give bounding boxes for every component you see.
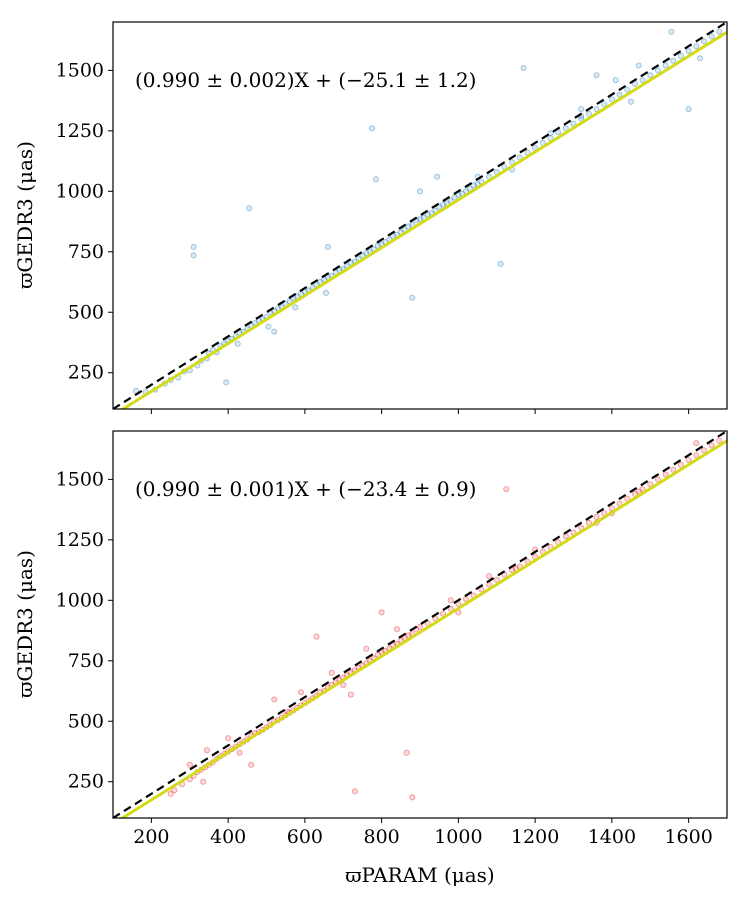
data-point (678, 53, 683, 58)
data-point (410, 795, 415, 800)
y-axis-bottom: 250 500 750 1000 1250 1500 (56, 468, 113, 792)
y-axis-label-bottom: ϖGEDR3 (μas) (13, 550, 37, 698)
data-point (694, 44, 699, 49)
data-point (709, 34, 714, 39)
x-tick-label: 600 (287, 826, 323, 848)
data-point (364, 646, 369, 651)
y-tick-label: 250 (68, 362, 104, 384)
x-tick-label: 1600 (664, 826, 712, 848)
y-tick-label: 1000 (56, 589, 104, 611)
data-point (237, 750, 242, 755)
y-tick-label: 1500 (56, 468, 104, 490)
data-point (655, 68, 660, 73)
data-point (226, 736, 231, 741)
y-axis-top: 250 500 750 1000 1250 1500 (56, 59, 113, 383)
data-point (329, 670, 334, 675)
data-point (352, 789, 357, 794)
x-axis-bottom: 200 400 600 800 1000 1200 1400 1600 (133, 818, 713, 848)
data-point (594, 514, 599, 519)
data-point (417, 189, 422, 194)
data-point (625, 87, 630, 92)
data-point (579, 107, 584, 112)
data-point (698, 56, 703, 61)
data-point (701, 39, 706, 44)
data-point (498, 261, 503, 266)
panel-top: 250 500 750 1000 1250 1500 (0.990 ± 0.002)X +… (13, 22, 727, 415)
data-point (325, 244, 330, 249)
data-point (435, 174, 440, 179)
data-point (686, 107, 691, 112)
data-point (379, 610, 384, 615)
data-point (293, 305, 298, 310)
y-tick-label: 1250 (56, 120, 104, 142)
x-tick-label: 1000 (434, 826, 482, 848)
y-tick-label: 1500 (56, 59, 104, 81)
data-point (314, 634, 319, 639)
data-point (686, 48, 691, 53)
y-tick-label: 500 (68, 710, 104, 732)
data-point (272, 697, 277, 702)
fit-annotation-top: (0.990 ± 0.002)X + (−25.1 ± 1.2) (135, 68, 476, 92)
panel-bottom: 250 500 750 1000 1250 1500 200 400 600 800 1000 12… (13, 431, 727, 848)
data-point (369, 126, 374, 131)
x-tick-label: 800 (363, 826, 399, 848)
data-point (563, 534, 568, 539)
data-point (394, 627, 399, 632)
data-point (266, 324, 271, 329)
data-point (504, 487, 509, 492)
data-point (613, 78, 618, 83)
data-point (521, 65, 526, 70)
data-point (224, 380, 229, 385)
data-point (694, 453, 699, 458)
data-point (191, 244, 196, 249)
y-axis-label-top: ϖGEDR3 (μas) (13, 141, 37, 289)
data-point (594, 73, 599, 78)
data-point (187, 762, 192, 767)
x-tick-label: 200 (133, 826, 169, 848)
x-tick-label: 1200 (511, 826, 559, 848)
data-point (235, 341, 240, 346)
data-point (709, 443, 714, 448)
data-point (717, 438, 722, 443)
y-tick-label: 1250 (56, 529, 104, 551)
y-tick-label: 750 (68, 650, 104, 672)
data-point (487, 574, 492, 579)
data-point (348, 692, 353, 697)
data-point (669, 29, 674, 34)
data-point (341, 682, 346, 687)
data-point (404, 750, 409, 755)
data-point (671, 58, 676, 63)
x-tick-label: 400 (210, 826, 246, 848)
data-point (629, 99, 634, 104)
data-point (323, 290, 328, 295)
data-point (249, 762, 254, 767)
data-point (272, 329, 277, 334)
data-point (298, 690, 303, 695)
y-tick-label: 250 (68, 771, 104, 793)
data-point (663, 63, 668, 68)
y-tick-label: 500 (68, 301, 104, 323)
data-point (204, 748, 209, 753)
data-point (686, 457, 691, 462)
data-point (717, 29, 722, 34)
data-point (191, 253, 196, 258)
y-tick-label: 1000 (56, 180, 104, 202)
data-point (410, 295, 415, 300)
data-point (448, 598, 453, 603)
x-tick-label: 1400 (588, 826, 636, 848)
data-point (648, 73, 653, 78)
data-point (247, 206, 252, 211)
data-point (417, 624, 422, 629)
data-point (373, 177, 378, 182)
data-point (201, 779, 206, 784)
y-tick-label: 750 (68, 241, 104, 263)
x-axis-top (151, 409, 688, 414)
data-point (640, 78, 645, 83)
data-point (694, 441, 699, 446)
fit-annotation-bottom: (0.990 ± 0.001)X + (−23.4 ± 0.9) (135, 477, 476, 501)
x-axis-label: ϖPARAM (μas) (345, 863, 495, 887)
data-point (636, 63, 641, 68)
